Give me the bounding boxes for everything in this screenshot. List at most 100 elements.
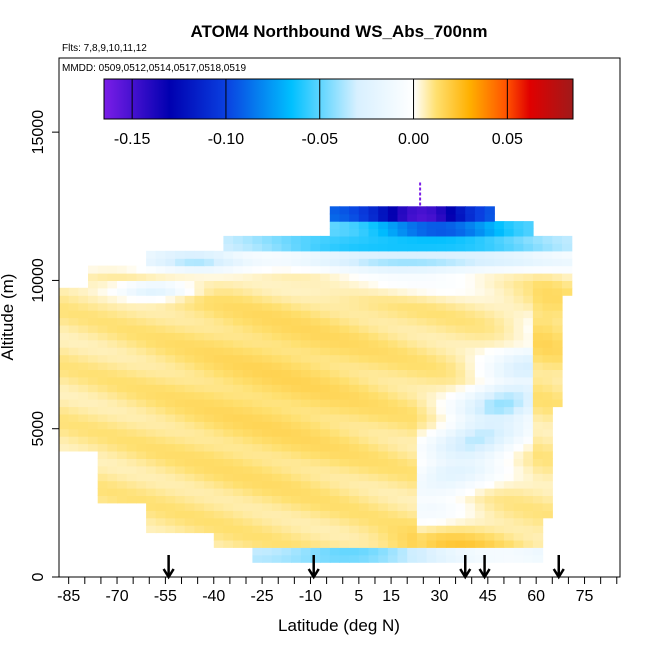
heatmap-cell <box>532 458 544 467</box>
heatmap-cell <box>126 421 137 430</box>
heatmap-cell <box>262 332 273 341</box>
heatmap-cell <box>358 213 370 222</box>
heatmap-cell <box>513 421 524 430</box>
heatmap-cell <box>349 302 360 311</box>
heatmap-cell <box>223 250 234 259</box>
heatmap-cell <box>97 458 108 467</box>
heatmap-cell <box>416 213 428 222</box>
heatmap-cell <box>310 525 321 534</box>
heatmap-cell <box>117 362 128 370</box>
heatmap-cell <box>194 525 205 534</box>
heatmap-cell <box>387 347 399 356</box>
heatmap-cell <box>310 384 321 393</box>
heatmap-cell <box>523 465 534 474</box>
heatmap-cell <box>320 295 331 304</box>
heatmap-cell <box>426 473 437 482</box>
heatmap-cell <box>474 539 486 548</box>
heatmap-cell <box>310 339 321 348</box>
heatmap-cell <box>484 295 495 304</box>
heatmap-cell <box>233 324 244 333</box>
heatmap-cell <box>233 473 244 482</box>
x-tick-label: 15 <box>382 588 400 605</box>
heatmap-cell <box>378 436 389 445</box>
heatmap-cell <box>349 287 360 296</box>
heatmap-cell <box>542 480 553 489</box>
heatmap-cell <box>184 421 195 430</box>
heatmap-cell <box>532 406 544 415</box>
heatmap-cell <box>329 554 341 563</box>
heatmap-cell <box>445 265 457 274</box>
heatmap-cell <box>484 339 495 348</box>
heatmap-cell <box>562 235 573 244</box>
heatmap-cell <box>455 451 466 459</box>
heatmap-cell <box>223 265 234 274</box>
heatmap-cell <box>281 339 292 348</box>
heatmap-cell <box>155 488 166 496</box>
heatmap-cell <box>513 451 524 459</box>
heatmap-cell <box>368 532 379 541</box>
heatmap-cell <box>339 443 350 452</box>
heatmap-cell <box>117 413 128 422</box>
heatmap-cell <box>262 317 273 326</box>
heatmap-cell <box>68 339 79 348</box>
heatmap-cell <box>107 376 118 385</box>
heatmap-cell <box>494 302 505 311</box>
heatmap-cell <box>397 354 408 363</box>
heatmap-cell <box>146 265 157 274</box>
heatmap-cell <box>194 302 205 311</box>
heatmap-cell <box>136 406 147 415</box>
heatmap-cell <box>407 517 418 526</box>
heatmap-cell <box>271 250 283 259</box>
heatmap-cell <box>426 213 437 222</box>
heatmap-cell <box>523 421 534 430</box>
heatmap-cell <box>146 465 157 474</box>
heatmap-cell <box>339 324 350 333</box>
heatmap-cell <box>233 399 244 408</box>
heatmap-cell <box>358 399 370 408</box>
heatmap-cell <box>358 287 370 296</box>
heatmap-cell <box>242 495 254 504</box>
heatmap-cell <box>329 332 341 341</box>
heatmap-cell <box>465 406 476 415</box>
heatmap-cell <box>213 347 225 356</box>
heatmap-cell <box>387 525 399 534</box>
heatmap-cell <box>523 250 534 259</box>
heatmap-cell <box>474 339 486 348</box>
heatmap-cell <box>465 302 476 311</box>
heatmap-cell <box>407 413 418 422</box>
heatmap-cell <box>117 287 128 296</box>
heatmap-cell <box>252 532 263 541</box>
heatmap-cell <box>407 539 418 548</box>
heatmap-cell <box>320 310 331 319</box>
heatmap-cell <box>465 258 476 267</box>
heatmap-cell <box>474 458 486 467</box>
heatmap-cell <box>513 465 524 474</box>
heatmap-cell <box>252 480 263 489</box>
heatmap-cell <box>136 354 147 363</box>
heatmap-cell <box>252 384 263 393</box>
heatmap-cell <box>271 413 283 422</box>
heatmap-cell <box>78 287 89 296</box>
heatmap-cell <box>281 443 292 452</box>
heatmap-cell <box>320 532 331 541</box>
heatmap-cell <box>484 539 495 548</box>
heatmap-cell <box>503 458 515 467</box>
heatmap-cell <box>59 302 70 311</box>
heatmap-cell <box>532 436 544 445</box>
heatmap-cell <box>368 324 379 333</box>
heatmap-cell <box>349 517 360 526</box>
heatmap-cell <box>262 539 273 548</box>
heatmap-cell <box>223 458 234 467</box>
heatmap-cell <box>223 310 234 319</box>
heatmap-cell <box>562 243 573 252</box>
heatmap-cell <box>455 399 466 408</box>
heatmap-cell <box>407 495 418 504</box>
heatmap-cell <box>532 347 544 356</box>
heatmap-cell <box>358 525 370 534</box>
heatmap-cell <box>532 473 544 482</box>
heatmap-cell <box>407 362 418 370</box>
heatmap-cell <box>416 421 428 430</box>
heatmap-cell <box>146 287 157 296</box>
heatmap-cell <box>97 347 108 356</box>
heatmap-cell <box>136 421 147 430</box>
